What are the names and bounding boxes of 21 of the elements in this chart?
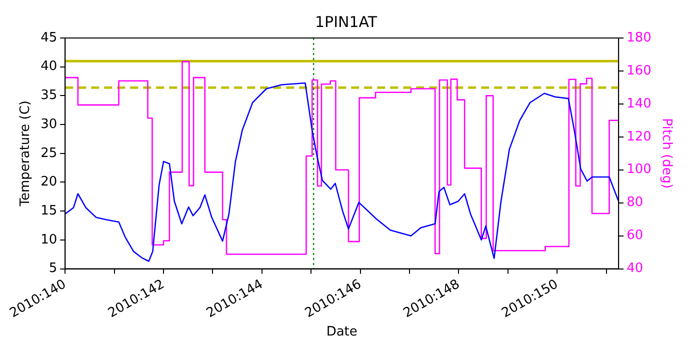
y2-tick-label: 60 bbox=[626, 228, 644, 244]
chart-title: 1PIN1AT bbox=[314, 12, 378, 31]
y-tick-label: 40 bbox=[40, 59, 58, 74]
y-tick-label: 20 bbox=[40, 174, 58, 190]
y2-tick-label: 120 bbox=[626, 129, 652, 144]
y2-tick-label: 160 bbox=[626, 63, 652, 78]
y-tick-label: 15 bbox=[40, 203, 58, 218]
y-tick-label: 30 bbox=[40, 116, 58, 132]
y-tick-label: 25 bbox=[40, 146, 58, 161]
y2-tick-label: 100 bbox=[626, 162, 652, 178]
y2-tick-label: 40 bbox=[626, 261, 644, 276]
y2-axis-title: Pitch (deg) bbox=[658, 118, 674, 189]
y-tick-label: 10 bbox=[40, 232, 58, 248]
x-axis-title: Date bbox=[326, 324, 358, 340]
y-tick-label: 5 bbox=[48, 261, 58, 276]
y2-tick-label: 80 bbox=[626, 195, 644, 210]
y-tick-label: 35 bbox=[40, 88, 58, 104]
y2-tick-label: 140 bbox=[626, 96, 652, 112]
y-axis-title: Temperature (C) bbox=[18, 100, 34, 208]
y-tick-label: 45 bbox=[40, 30, 58, 46]
y2-tick-label: 180 bbox=[626, 30, 652, 46]
